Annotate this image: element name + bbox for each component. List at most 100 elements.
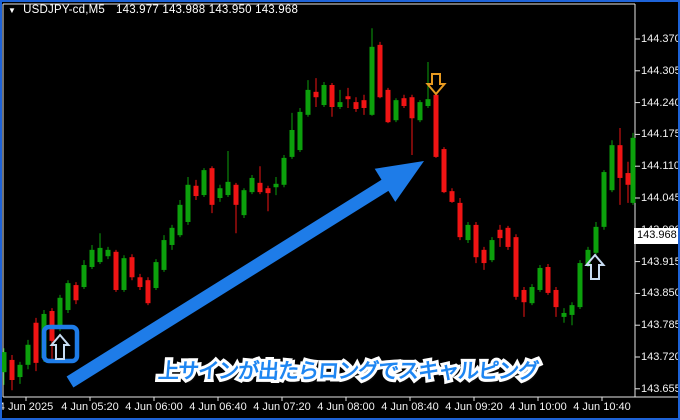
candle-body — [249, 177, 255, 193]
candle-body — [313, 91, 319, 98]
candle-body — [233, 184, 239, 205]
up-signal-arrow-icon — [584, 253, 606, 280]
candle-body — [433, 94, 439, 157]
candle-body — [201, 170, 207, 196]
candle-body — [217, 188, 223, 198]
current-price-box: 143.968 — [634, 228, 680, 244]
time-tick-label: 4 Jun 08:40 — [381, 401, 439, 413]
candle-body — [65, 283, 71, 311]
candle-body — [449, 191, 455, 202]
candle-body — [153, 262, 159, 289]
candle-body — [545, 266, 551, 293]
symbol-dropdown-icon[interactable]: ▼ — [8, 5, 17, 15]
candle-body — [241, 190, 247, 216]
candle-body — [345, 96, 351, 100]
candle-body — [417, 102, 423, 121]
time-tick-label: 4 Jun 07:20 — [253, 401, 311, 413]
candle-body — [185, 184, 191, 222]
candle-body — [81, 265, 87, 288]
candle-body — [321, 84, 327, 106]
up-signal-arrow-icon — [49, 333, 71, 360]
price-tick-label: 144.305 — [641, 64, 680, 77]
candle-body — [569, 305, 575, 315]
candle-body — [289, 129, 295, 157]
candle-body — [73, 285, 79, 301]
candle-body — [281, 157, 287, 185]
candle-body — [537, 267, 543, 290]
candle-body — [457, 202, 463, 238]
candle-body — [129, 257, 135, 278]
candle-body — [489, 240, 495, 261]
candle-body — [353, 102, 359, 109]
price-tick-label: 144.240 — [641, 96, 680, 109]
candle-body — [393, 100, 399, 121]
candle-body — [385, 89, 391, 123]
candle-body — [497, 229, 503, 239]
candle-body — [161, 240, 167, 270]
candle-body — [297, 111, 303, 151]
candle-body — [601, 172, 607, 227]
price-tick-label: 143.655 — [641, 382, 680, 395]
candle-body — [9, 359, 15, 380]
price-tick-label: 143.850 — [641, 287, 680, 300]
candle-body — [425, 99, 431, 107]
candle-body — [113, 251, 119, 290]
candle-body — [409, 97, 415, 119]
candle-body — [609, 145, 615, 191]
candle-body — [257, 182, 263, 193]
symbol-title-bar[interactable]: ▼ USDJPY-cd,M5 143.977 143.988 143.950 1… — [8, 4, 298, 16]
buy-signal-box — [41, 324, 80, 364]
candle-body — [401, 98, 407, 107]
candle-body — [377, 44, 383, 98]
price-tick-label: 144.370 — [641, 33, 680, 45]
candle-body — [585, 249, 591, 266]
time-tick-label: 4 Jun 2025 — [0, 401, 54, 413]
candle-body — [577, 263, 583, 308]
price-tick-label: 143.720 — [641, 350, 680, 363]
candle-body — [329, 84, 335, 108]
symbol-timeframe-label: USDJPY-cd,M5 — [23, 4, 105, 16]
time-tick-label: 4 Jun 06:00 — [125, 401, 183, 413]
candle-body — [169, 227, 175, 245]
caption-text: 上サインが出たらロングでスキャルピング — [157, 360, 540, 383]
candle-body — [209, 168, 215, 205]
time-tick-label: 4 Jun 10:00 — [509, 401, 567, 413]
time-tick-label: 4 Jun 10:40 — [573, 401, 631, 413]
candle-body — [265, 188, 271, 194]
time-tick-label: 4 Jun 08:00 — [317, 401, 375, 413]
candle-body — [105, 249, 111, 257]
down-signal-arrow-icon — [425, 73, 447, 96]
candle-body — [225, 181, 231, 196]
ohlc-values: 143.977 143.988 143.950 143.968 — [116, 4, 299, 16]
price-tick-label: 144.045 — [641, 191, 680, 204]
candle-body — [33, 322, 39, 363]
candle-body — [177, 204, 183, 236]
candle-body — [481, 249, 487, 264]
candle-body — [617, 145, 623, 178]
candle-body — [25, 344, 31, 365]
candle-body — [465, 224, 471, 241]
trend-arrow — [66, 161, 424, 388]
time-tick-label: 4 Jun 05:20 — [61, 401, 119, 413]
candle-body — [97, 247, 103, 263]
candle-body — [137, 277, 143, 288]
candle-body — [553, 289, 559, 308]
time-tick-label: 4 Jun 09:20 — [445, 401, 503, 413]
price-tick-label: 144.175 — [641, 128, 680, 141]
candle-body — [521, 289, 527, 303]
candle-body — [89, 249, 95, 267]
caption-annotation: 上サインが出たらロングでスキャルピング 上サインが出たらロングでスキャルピング — [147, 356, 550, 390]
price-tick-label: 143.785 — [641, 319, 680, 332]
candle-body — [273, 183, 279, 188]
candle-body — [361, 100, 367, 108]
candle-body — [630, 137, 636, 203]
candle-body — [369, 46, 375, 115]
candle-body — [57, 297, 63, 329]
candle-body — [513, 237, 519, 297]
candle-body — [561, 312, 567, 317]
candle-body — [305, 89, 311, 115]
candle-body — [473, 224, 479, 258]
candle-body — [593, 226, 599, 253]
